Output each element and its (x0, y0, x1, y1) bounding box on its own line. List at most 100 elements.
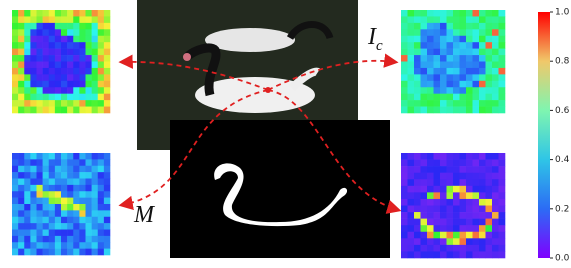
heatmap-cell (67, 10, 73, 17)
heatmap-cell (486, 62, 493, 69)
heatmap-cell (466, 179, 473, 186)
heatmap-cell (43, 230, 49, 237)
heatmap-cell (18, 159, 24, 166)
heatmap-cell (473, 81, 480, 88)
heatmap-cell (37, 166, 43, 173)
heatmap-cell (92, 49, 98, 56)
heatmap-cell (86, 68, 92, 75)
heatmap-cell (43, 166, 49, 173)
heatmap-cell (49, 172, 55, 179)
heatmap-cell (492, 173, 499, 180)
heatmap-cell (440, 219, 447, 226)
heatmap-cell (18, 23, 24, 30)
heatmap-cell (492, 23, 499, 30)
heatmap-cell (401, 238, 408, 245)
colorbar-tick-label: 0.2 (555, 204, 569, 214)
heatmap-cell (104, 74, 110, 81)
heatmap-cell (453, 87, 460, 94)
heatmap-cell (37, 16, 43, 23)
heatmap-cell (24, 49, 30, 56)
heatmap-cell (414, 16, 421, 23)
heatmap-cell (499, 16, 506, 23)
heatmap-cell (92, 16, 98, 23)
heatmap-cell (499, 192, 506, 199)
figure: Ic M 0.00.20.40.60.81.0 (0, 0, 571, 268)
heatmap-cell (434, 206, 441, 213)
heatmap-cell (427, 81, 434, 88)
heatmap-cell (466, 29, 473, 36)
heatmap-cell (55, 23, 61, 30)
heatmap-cell (447, 238, 454, 245)
heatmap-cell (499, 160, 506, 167)
heatmap-cell (499, 36, 506, 43)
heatmap-cell (24, 29, 30, 36)
heatmap-cell (98, 166, 104, 173)
heatmap-cell (421, 100, 428, 107)
heatmap-cell (434, 74, 441, 81)
heatmap-cell (30, 179, 36, 186)
heatmap-cell (24, 81, 30, 88)
heatmap-cell (86, 10, 92, 17)
heatmap-cell (12, 185, 18, 192)
heatmap-cell (447, 36, 454, 43)
heatmap-cell (421, 232, 428, 239)
heatmap-cell (104, 210, 110, 217)
heatmap-cell (401, 36, 408, 43)
heatmap-cell (479, 206, 486, 213)
heatmap-cell (427, 179, 434, 186)
heatmap-cell (98, 172, 104, 179)
heatmap-cell (453, 199, 460, 206)
heatmap-cell (73, 223, 79, 230)
heatmap-cell (55, 198, 61, 205)
heatmap-cell (67, 198, 73, 205)
heatmap-cell (499, 10, 506, 17)
colorbar-tick-label: 0.6 (555, 106, 570, 116)
heatmap-cell (453, 10, 460, 17)
heatmap-cell (61, 36, 67, 43)
heatmap-cell (86, 210, 92, 217)
heatmap-cell (453, 68, 460, 75)
heatmap-cell (49, 249, 55, 256)
heatmap-cell (447, 225, 454, 232)
heatmap-cell (486, 186, 493, 193)
heatmap-cell (447, 206, 454, 213)
heatmap-cell (453, 49, 460, 56)
colorbar (538, 12, 550, 258)
heatmap-cell (427, 153, 434, 160)
heatmap-cell (434, 87, 441, 94)
heatmap-cell (414, 212, 421, 219)
heatmap-cell (473, 36, 480, 43)
heatmap-cell (24, 191, 30, 198)
heatmap-cell (12, 87, 18, 94)
heatmap-cell (55, 249, 61, 256)
heatmap-cell (24, 23, 30, 30)
heatmap-cell (12, 16, 18, 23)
heatmap-cell (414, 251, 421, 258)
heatmap-cell (37, 36, 43, 43)
heatmap-cell (73, 107, 79, 114)
heatmap-cell (486, 29, 493, 36)
heatmap-cell (61, 94, 67, 101)
heatmap-cell (473, 68, 480, 75)
heatmap-cell (427, 219, 434, 226)
heatmap-cell (408, 10, 415, 17)
heatmap-cell (67, 242, 73, 249)
heatmap-cell (499, 94, 506, 101)
heatmap-cell (67, 55, 73, 62)
heatmap-cell (479, 166, 486, 173)
heatmap-cell (18, 166, 24, 173)
heatmap-cell (30, 29, 36, 36)
heatmap-cell (421, 245, 428, 252)
heatmap-cell (486, 68, 493, 75)
heatmap-cell (427, 29, 434, 36)
heatmap-cell (434, 251, 441, 258)
heatmap-cell (73, 62, 79, 69)
heatmap-cell (479, 186, 486, 193)
heatmap-cell (79, 204, 85, 211)
heatmap-cell (92, 81, 98, 88)
heatmap-cell (440, 55, 447, 62)
heatmap-cell (37, 94, 43, 101)
heatmap-cell (79, 16, 85, 23)
heatmap-cell (408, 245, 415, 252)
heatmap-cell (61, 10, 67, 17)
